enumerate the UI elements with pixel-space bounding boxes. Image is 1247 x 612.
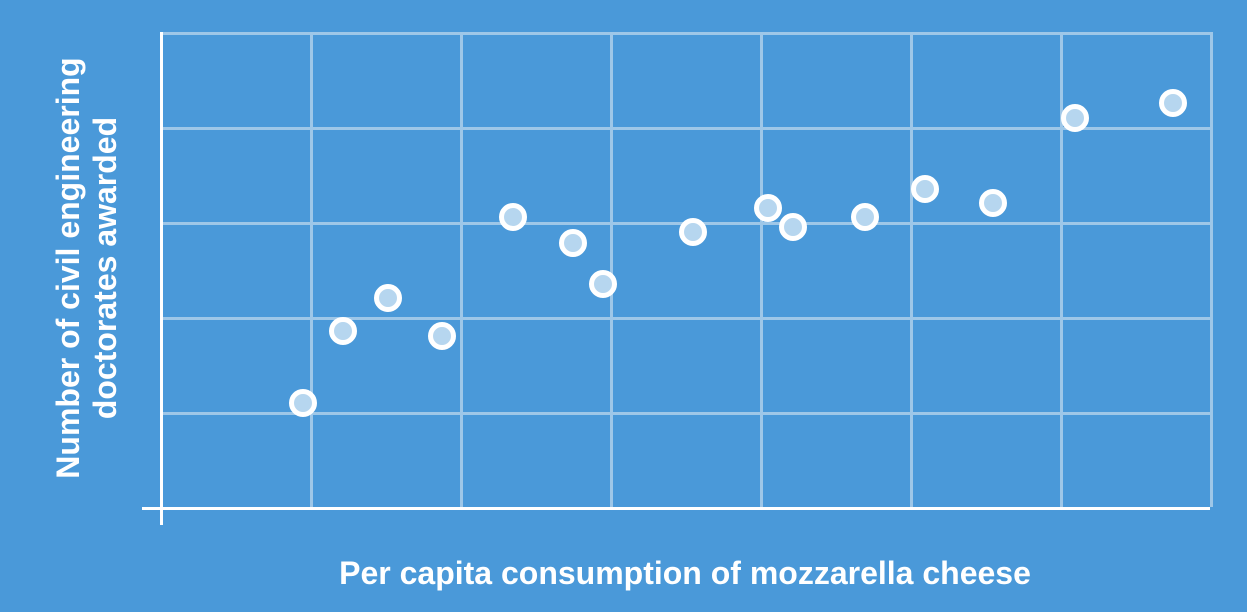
scatter-point: [559, 229, 587, 257]
gridline-horizontal: [160, 317, 1210, 320]
plot-area: [160, 32, 1210, 507]
scatter-point: [428, 322, 456, 350]
scatter-point: [589, 270, 617, 298]
gridline-vertical: [460, 32, 463, 507]
scatter-point: [329, 317, 357, 345]
gridline-horizontal: [160, 412, 1210, 415]
gridline-vertical: [760, 32, 763, 507]
scatter-point: [754, 194, 782, 222]
scatter-point: [374, 284, 402, 312]
gridline-vertical: [610, 32, 613, 507]
gridline-horizontal: [160, 32, 1210, 35]
scatter-point: [289, 389, 317, 417]
chart-canvas: Number of civil engineering doctorates a…: [0, 0, 1247, 612]
scatter-point: [911, 175, 939, 203]
scatter-point: [1061, 104, 1089, 132]
scatter-point: [1159, 89, 1187, 117]
gridline-vertical: [910, 32, 913, 507]
scatter-point: [499, 203, 527, 231]
gridline-horizontal: [160, 127, 1210, 130]
axis-x: [142, 507, 1210, 510]
gridline-vertical: [1210, 32, 1213, 507]
scatter-point: [679, 218, 707, 246]
gridline-vertical: [310, 32, 313, 507]
scatter-point: [979, 189, 1007, 217]
y-axis-label: Number of civil engineering doctorates a…: [50, 28, 130, 508]
gridline-vertical: [1060, 32, 1063, 507]
axis-y: [160, 32, 163, 525]
scatter-point: [851, 203, 879, 231]
scatter-point: [779, 213, 807, 241]
x-axis-label: Per capita consumption of mozzarella che…: [235, 555, 1135, 592]
